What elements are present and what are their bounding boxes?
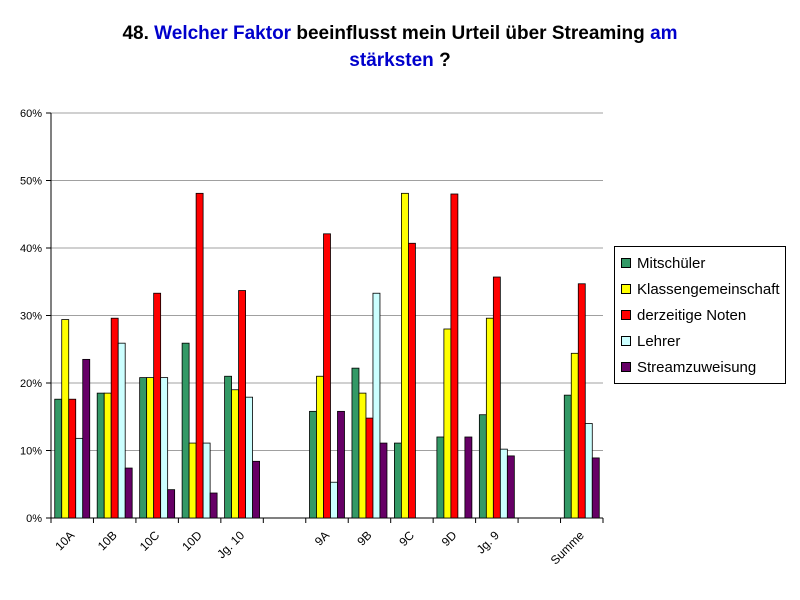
bar bbox=[450, 193, 459, 519]
legend-label: derzeitige Noten bbox=[637, 306, 747, 324]
bar bbox=[394, 442, 402, 519]
legend-swatch bbox=[621, 336, 631, 346]
legend-label: Streamzuweisung bbox=[637, 358, 757, 376]
x-tick-label: 9D bbox=[439, 528, 460, 549]
title-number: 48. bbox=[122, 23, 149, 44]
bar bbox=[379, 442, 388, 519]
bar bbox=[584, 423, 593, 519]
legend-label: Mitschüler bbox=[637, 254, 706, 272]
bar bbox=[499, 448, 508, 519]
bar bbox=[188, 442, 197, 519]
bar bbox=[443, 328, 452, 519]
bar bbox=[110, 317, 119, 519]
x-tick-label: 10A bbox=[52, 528, 77, 553]
bar bbox=[61, 319, 70, 519]
legend-swatch bbox=[621, 310, 631, 320]
bar bbox=[591, 457, 600, 519]
bar bbox=[245, 396, 253, 519]
bar bbox=[139, 377, 148, 519]
y-tick-label: 10% bbox=[20, 446, 42, 458]
bar bbox=[153, 292, 162, 519]
y-tick-label: 0% bbox=[26, 513, 42, 525]
bar bbox=[351, 367, 360, 519]
bar bbox=[577, 283, 586, 519]
x-tick-label: Jg. 10 bbox=[214, 528, 247, 561]
bar bbox=[358, 392, 367, 519]
bar bbox=[146, 377, 155, 519]
bar bbox=[231, 389, 239, 519]
bar bbox=[238, 290, 246, 519]
legend-label: Lehrer bbox=[637, 332, 681, 350]
title-end: ? bbox=[439, 50, 451, 71]
bar bbox=[124, 467, 133, 519]
legend-swatch bbox=[621, 362, 631, 372]
bar bbox=[506, 455, 515, 519]
bar bbox=[224, 375, 232, 519]
legend-item: derzeitige Noten bbox=[621, 305, 746, 325]
bar bbox=[54, 398, 63, 519]
y-tick-label: 60% bbox=[20, 108, 42, 120]
x-tick-label: 10C bbox=[137, 528, 163, 554]
x-tick-label: 9C bbox=[396, 528, 417, 549]
x-tick-label: Summe bbox=[548, 528, 587, 567]
bar bbox=[68, 398, 77, 519]
title-highlight-welcher-faktor: Welcher Faktor bbox=[154, 23, 292, 44]
legend-swatch bbox=[621, 284, 631, 294]
x-tick-label: 9B bbox=[354, 528, 374, 548]
x-tick-label: 9A bbox=[312, 528, 332, 548]
bar bbox=[330, 481, 338, 519]
bar bbox=[202, 442, 211, 519]
bar bbox=[485, 317, 494, 519]
bar bbox=[464, 436, 473, 519]
bar bbox=[436, 436, 445, 519]
bar bbox=[181, 342, 190, 519]
x-tick-label: Jg. 9 bbox=[474, 528, 503, 557]
title-highlight-am: am bbox=[650, 23, 678, 44]
bar bbox=[492, 276, 501, 519]
bar bbox=[103, 392, 112, 519]
bar bbox=[117, 342, 126, 519]
y-tick-label: 50% bbox=[20, 176, 42, 188]
chart-title: 48. Welcher Faktor beeinflusst mein Urte… bbox=[0, 20, 800, 74]
legend-label: Klassengemeinschaft bbox=[637, 280, 780, 298]
y-tick-label: 40% bbox=[20, 243, 42, 255]
legend-item: Mitschüler bbox=[621, 253, 705, 273]
bar bbox=[309, 410, 317, 519]
bar bbox=[401, 192, 409, 519]
x-tick-label: 10D bbox=[179, 528, 205, 554]
title-middle: beeinflusst mein Urteil über Streaming bbox=[296, 23, 645, 44]
bar bbox=[570, 352, 579, 519]
bar bbox=[372, 292, 381, 519]
y-tick-label: 20% bbox=[20, 378, 42, 390]
bar bbox=[337, 410, 345, 519]
bar bbox=[252, 460, 260, 519]
legend-item: Lehrer bbox=[621, 331, 680, 351]
x-tick-label: 10B bbox=[95, 528, 120, 553]
title-highlight-staerksten: stärksten bbox=[349, 50, 434, 71]
legend-swatch bbox=[621, 258, 631, 268]
bar bbox=[75, 437, 84, 519]
bar bbox=[167, 489, 176, 519]
y-tick-label: 30% bbox=[20, 311, 42, 323]
legend-item: Klassengemeinschaft bbox=[621, 279, 780, 299]
bar bbox=[209, 492, 218, 519]
bar bbox=[478, 414, 487, 519]
bar bbox=[563, 394, 572, 519]
bar bbox=[365, 417, 374, 519]
bar bbox=[323, 233, 331, 519]
bar bbox=[316, 375, 324, 519]
chart-legend: Mitschüler Klassengemeinschaft derzeitige … bbox=[614, 246, 786, 384]
legend-item: Streamzuweisung bbox=[621, 357, 756, 377]
bar bbox=[160, 377, 169, 519]
bar bbox=[96, 392, 105, 519]
bar bbox=[82, 358, 91, 519]
bar bbox=[195, 192, 204, 519]
bar bbox=[408, 242, 416, 519]
